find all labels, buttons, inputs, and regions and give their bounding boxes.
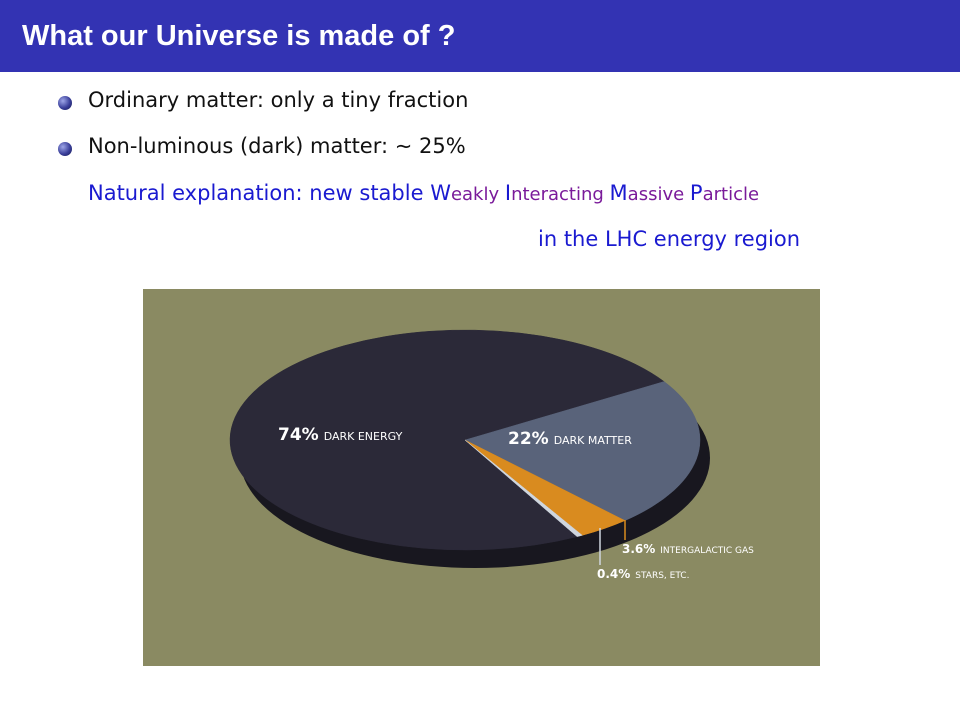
- note-line: Natural explanation: new stable Weakly I…: [88, 181, 759, 205]
- slice-category-label: STARS, ETC.: [635, 571, 689, 581]
- note-text: nteracting: [511, 184, 610, 205]
- bullet-text: Ordinary matter: only a tiny fraction: [88, 88, 469, 112]
- note-line: in the LHC energy region: [538, 227, 801, 251]
- slice-label: 74% DARK ENERGY: [278, 425, 403, 445]
- bullet-icon: [58, 142, 72, 156]
- pie-slice: [464, 439, 583, 537]
- slice-label: 22% DARK MATTER: [508, 429, 632, 449]
- slice-category-label: DARK MATTER: [554, 434, 633, 447]
- slice-category-label: DARK ENERGY: [324, 430, 403, 443]
- note-text: P: [689, 181, 703, 205]
- note-text: W: [430, 181, 451, 205]
- note-text: assive: [627, 184, 690, 205]
- pie-slice: [229, 329, 665, 551]
- bullet-text: Non-luminous (dark) matter: ∼ 25%: [88, 134, 466, 158]
- slice-label: 3.6% INTERGALACTIC GAS: [622, 542, 754, 556]
- note-text: eakly: [450, 184, 505, 205]
- header-bar: What our Universe is made of ?: [0, 0, 960, 72]
- note-text: Natural explanation: new stable: [88, 181, 431, 205]
- slice-value-label: 22%: [508, 429, 549, 449]
- note-text: M: [609, 181, 628, 205]
- slice-value-label: 3.6%: [622, 542, 655, 556]
- note-text: I: [504, 181, 512, 205]
- note-text: article: [702, 184, 760, 205]
- slice-label: 0.4% STARS, ETC.: [597, 567, 689, 581]
- slice-value-label: 74%: [278, 425, 319, 445]
- slide-title: What our Universe is made of ?: [22, 20, 456, 52]
- slice-category-label: INTERGALACTIC GAS: [660, 546, 754, 556]
- pie-slice: [464, 381, 701, 521]
- slice-value-label: 0.4%: [597, 567, 630, 581]
- bullet-icon: [58, 96, 72, 110]
